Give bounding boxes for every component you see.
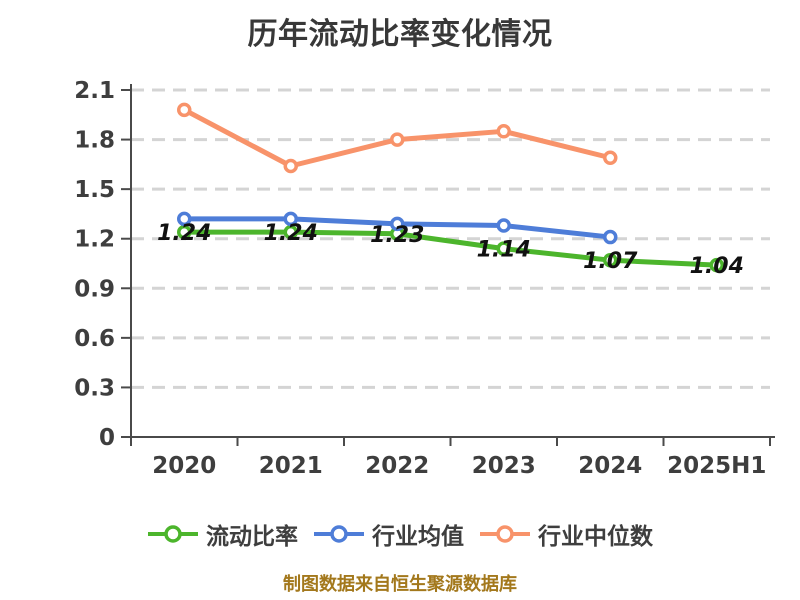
value-label: 1.24 [264,221,318,246]
y-tick-label: 0 [99,425,115,451]
y-tick-label: 0.3 [74,375,115,401]
y-tick-label: 0.9 [74,276,115,302]
y-tick-label: 1.2 [74,227,115,253]
y-tick-label: 0.6 [74,326,115,352]
chart-title: 历年流动比率变化情况 [247,17,553,52]
series-line [181,229,720,268]
y-tick-label: 1.5 [74,177,115,203]
legend: 流动比率 行业均值 行业中位数 [0,517,800,551]
y-tick-label: 2.1 [74,78,115,104]
value-label: 1.07 [583,249,638,274]
line-circle-marker-icon [480,525,530,543]
data-point-marker [709,257,724,273]
data-point-marker [283,158,298,174]
value-label: 1.14 [477,238,531,263]
data-point-marker [283,224,298,240]
x-tick-label: 2022 [365,453,429,479]
data-source-note: 制图数据来自恒生聚源数据库 [283,574,517,595]
x-tick-label: 2023 [472,453,536,479]
line-circle-marker-icon [314,525,364,543]
legend-label: 行业均值 [372,524,464,550]
legend-item-industry-mean: 行业均值 [313,517,464,551]
data-point-marker [603,150,618,165]
line-circle-marker-icon [148,525,198,543]
legend-item-current-ratio: 流动比率 [147,517,298,551]
data-point-marker [603,252,618,268]
data-point-marker [603,229,618,245]
legend-item-industry-median: 行业中位数 [479,517,653,551]
data-point-marker [390,132,405,147]
y-tick-label: 1.8 [74,128,115,154]
x-tick-label: 2020 [152,453,216,479]
value-label: 1.23 [370,223,424,248]
value-label: 1.04 [690,254,744,279]
data-point-marker [496,124,511,139]
x-tick-label: 2025H1 [667,453,766,479]
x-tick-label: 2021 [259,453,323,479]
x-tick-label: 2024 [578,453,642,479]
legend-label: 流动比率 [206,524,298,550]
legend-label: 行业中位数 [538,524,653,550]
data-point-marker [496,241,511,256]
data-point-marker [177,102,192,118]
data-point-marker [177,224,192,240]
value-label: 1.24 [157,221,211,246]
data-point-marker [390,216,405,232]
data-point-marker [283,211,298,227]
data-point-marker [177,211,192,227]
data-point-marker [496,218,511,233]
